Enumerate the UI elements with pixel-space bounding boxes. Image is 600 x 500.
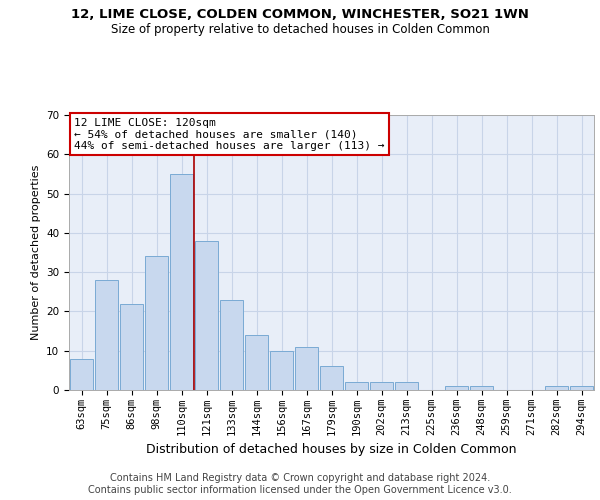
- Text: Contains HM Land Registry data © Crown copyright and database right 2024.
Contai: Contains HM Land Registry data © Crown c…: [88, 474, 512, 495]
- Text: 12, LIME CLOSE, COLDEN COMMON, WINCHESTER, SO21 1WN: 12, LIME CLOSE, COLDEN COMMON, WINCHESTE…: [71, 8, 529, 20]
- Bar: [295, 347, 318, 390]
- Bar: [370, 382, 393, 390]
- X-axis label: Distribution of detached houses by size in Colden Common: Distribution of detached houses by size …: [146, 444, 517, 456]
- Bar: [395, 382, 418, 390]
- Bar: [70, 358, 93, 390]
- Text: 12 LIME CLOSE: 120sqm
← 54% of detached houses are smaller (140)
44% of semi-det: 12 LIME CLOSE: 120sqm ← 54% of detached …: [74, 118, 385, 151]
- Bar: [170, 174, 193, 390]
- Text: Size of property relative to detached houses in Colden Common: Size of property relative to detached ho…: [110, 22, 490, 36]
- Bar: [570, 386, 593, 390]
- Bar: [270, 350, 293, 390]
- Bar: [345, 382, 368, 390]
- Bar: [245, 335, 268, 390]
- Y-axis label: Number of detached properties: Number of detached properties: [31, 165, 41, 340]
- Bar: [220, 300, 243, 390]
- Bar: [470, 386, 493, 390]
- Bar: [445, 386, 468, 390]
- Bar: [545, 386, 568, 390]
- Bar: [120, 304, 143, 390]
- Bar: [95, 280, 118, 390]
- Bar: [145, 256, 168, 390]
- Bar: [195, 240, 218, 390]
- Bar: [320, 366, 343, 390]
